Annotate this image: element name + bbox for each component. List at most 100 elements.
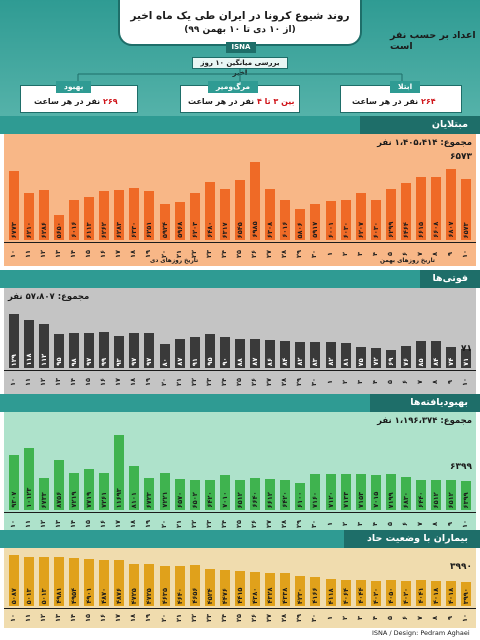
recovered-bar [295, 483, 306, 510]
deaths-bar [114, 335, 125, 368]
infected-last-value: ۶۵۷۳ [450, 152, 472, 162]
critical-bar-label: ۳۹۹۰ [462, 587, 471, 604]
deaths-bar-label: ۷۴ [447, 357, 456, 366]
critical-day-label: ۲۴ [219, 614, 228, 622]
infected-bar-label: ۵۹۲۴ [160, 221, 169, 238]
deaths-day-label: ۱۰ [8, 378, 17, 386]
stat-recovered-suffix: نفر در هر ساعت [34, 97, 101, 106]
infected-bar [431, 177, 442, 240]
critical-bar [174, 565, 185, 606]
recovered-bar [129, 465, 140, 510]
critical-bar-label: ۴۹۵۴ [69, 587, 78, 604]
deaths-bar [84, 333, 95, 368]
deaths-day-label: ۲۸ [280, 378, 289, 386]
recovered-bar [23, 448, 34, 510]
critical-bar [99, 560, 110, 606]
critical-bar-label: ۴۰۴۴ [356, 587, 365, 604]
recovered-bar [280, 480, 291, 510]
recovered-bar [174, 479, 185, 510]
critical-bar [265, 573, 276, 606]
recovered-bar-label: ۶۵۱۲ [432, 491, 441, 508]
deaths-bar-label: ۸۷ [251, 357, 260, 366]
recovered-bar-label: ۶۴۴۰ [417, 491, 426, 508]
recovered-total: مجموع: ۱،۱۹۶،۳۷۴ نفر [377, 416, 472, 426]
recovered-bar-label: ۷۱۶۰ [311, 491, 320, 508]
recovered-header-band [0, 394, 480, 412]
critical-bar [370, 580, 381, 606]
deaths-bar-label: ۱۱۸ [24, 353, 33, 366]
page-title: روند شیوع کرونا در ایران طی یک ماه اخیر [130, 9, 350, 22]
recovered-bar-label: ۶۸۳۰ [402, 491, 411, 508]
critical-bar-label: ۴۸۷۶ [115, 587, 124, 604]
infected-bar-label: ۶۸۰۷ [447, 221, 456, 238]
infected-bar-label: ۶۳۰۸ [266, 221, 275, 238]
deaths-day-label: ۱۹ [144, 378, 153, 386]
critical-bar-label: ۴۹۰۱ [85, 587, 94, 604]
deaths-bar [204, 334, 215, 368]
infected-day-label: ۲۶ [250, 250, 259, 258]
deaths-day-label: ۱۵ [84, 378, 93, 386]
stat-deaths-value: بین ۳ تا ۴ نفر در هر ساعت [188, 97, 295, 106]
infected-bar [144, 191, 155, 240]
recovered-bar-label: ۶۱۰۰ [296, 491, 305, 508]
deaths-day-label: ۹ [446, 380, 455, 384]
critical-bar-label: ۴۰۵۰ [386, 587, 395, 604]
recovered-bar [310, 473, 321, 510]
recovered-bar [84, 469, 95, 510]
deaths-day-label: ۶ [401, 380, 410, 384]
critical-day-label: ۱ [325, 616, 334, 620]
infected-day-label: ۲۷ [265, 250, 274, 258]
critical-day-label: ۹ [446, 616, 455, 620]
recovered-bar [355, 474, 366, 510]
infected-day-label: ۱۱ [23, 250, 32, 258]
deaths-bar [416, 340, 427, 368]
critical-day-label: ۲ [340, 616, 349, 620]
infected-bar [8, 170, 19, 240]
infected-bar [174, 202, 185, 240]
deaths-bar [159, 343, 170, 368]
infected-day-label: ۱۴ [68, 250, 77, 258]
infected-bar-label: ۶۹۸۵ [251, 221, 260, 238]
title-box: روند شیوع کرونا در ایران طی یک ماه اخیر … [118, 0, 362, 46]
deaths-day-strip [4, 370, 476, 371]
critical-bar-label: ۴۹۸۱ [54, 587, 63, 604]
critical-day-label: ۱۸ [129, 614, 138, 622]
page-subtitle: (از ۱۰ دی تا ۱۰ بهمن ۹۹) [184, 24, 296, 35]
infected-bar-label: ۶۲۰۳ [190, 221, 199, 238]
infected-bar [355, 192, 366, 240]
critical-day-label: ۲۶ [250, 614, 259, 622]
deaths-day-label: ۵ [385, 380, 394, 384]
infected-total: مجموع: ۱،۴۰۵،۴۱۴ نفر [377, 138, 472, 148]
critical-day-label: ۱۳ [53, 614, 62, 622]
recovered-bar-label: ۶۵۱۲ [236, 491, 244, 508]
critical-bar-label: ۴۳۸۰ [251, 587, 260, 604]
recovered-bar [370, 475, 381, 510]
critical-bar-label: ۴۷۲۵ [130, 587, 139, 604]
infected-bar [84, 196, 95, 240]
critical-day-label: ۷ [416, 616, 425, 620]
deaths-bar [8, 313, 19, 368]
infected-bar [295, 208, 306, 240]
critical-bar-label: ۴۰۲۰ [371, 587, 380, 604]
recovered-bar [38, 477, 49, 510]
recovered-bar-label: ۶۵۱۲ [447, 491, 456, 508]
deaths-bar [325, 342, 336, 368]
infected-day-strip [4, 242, 476, 243]
deaths-bar [38, 324, 49, 368]
deaths-day-label: ۳ [355, 380, 364, 384]
deaths-bar [250, 339, 261, 368]
recovered-bar [235, 479, 245, 510]
critical-day-label: ۴ [370, 616, 379, 620]
stat-recovered-number: ۲۶۹ [102, 97, 118, 106]
infected-bar [250, 162, 261, 240]
deaths-bar-label: ۹۷ [145, 357, 154, 366]
critical-bar [280, 573, 291, 606]
critical-bar [431, 581, 442, 606]
deaths-day-label: ۳۰ [310, 378, 319, 386]
footer-credit: ISNA / Design: Pedram Aghaei [372, 629, 470, 637]
deaths-day-label: ۲۵ [235, 378, 243, 386]
deaths-day-label: ۲۳ [204, 378, 213, 386]
infected-day-label: ۲ [340, 252, 349, 256]
critical-bar [129, 563, 140, 606]
critical-day-label: ۳ [355, 616, 364, 620]
